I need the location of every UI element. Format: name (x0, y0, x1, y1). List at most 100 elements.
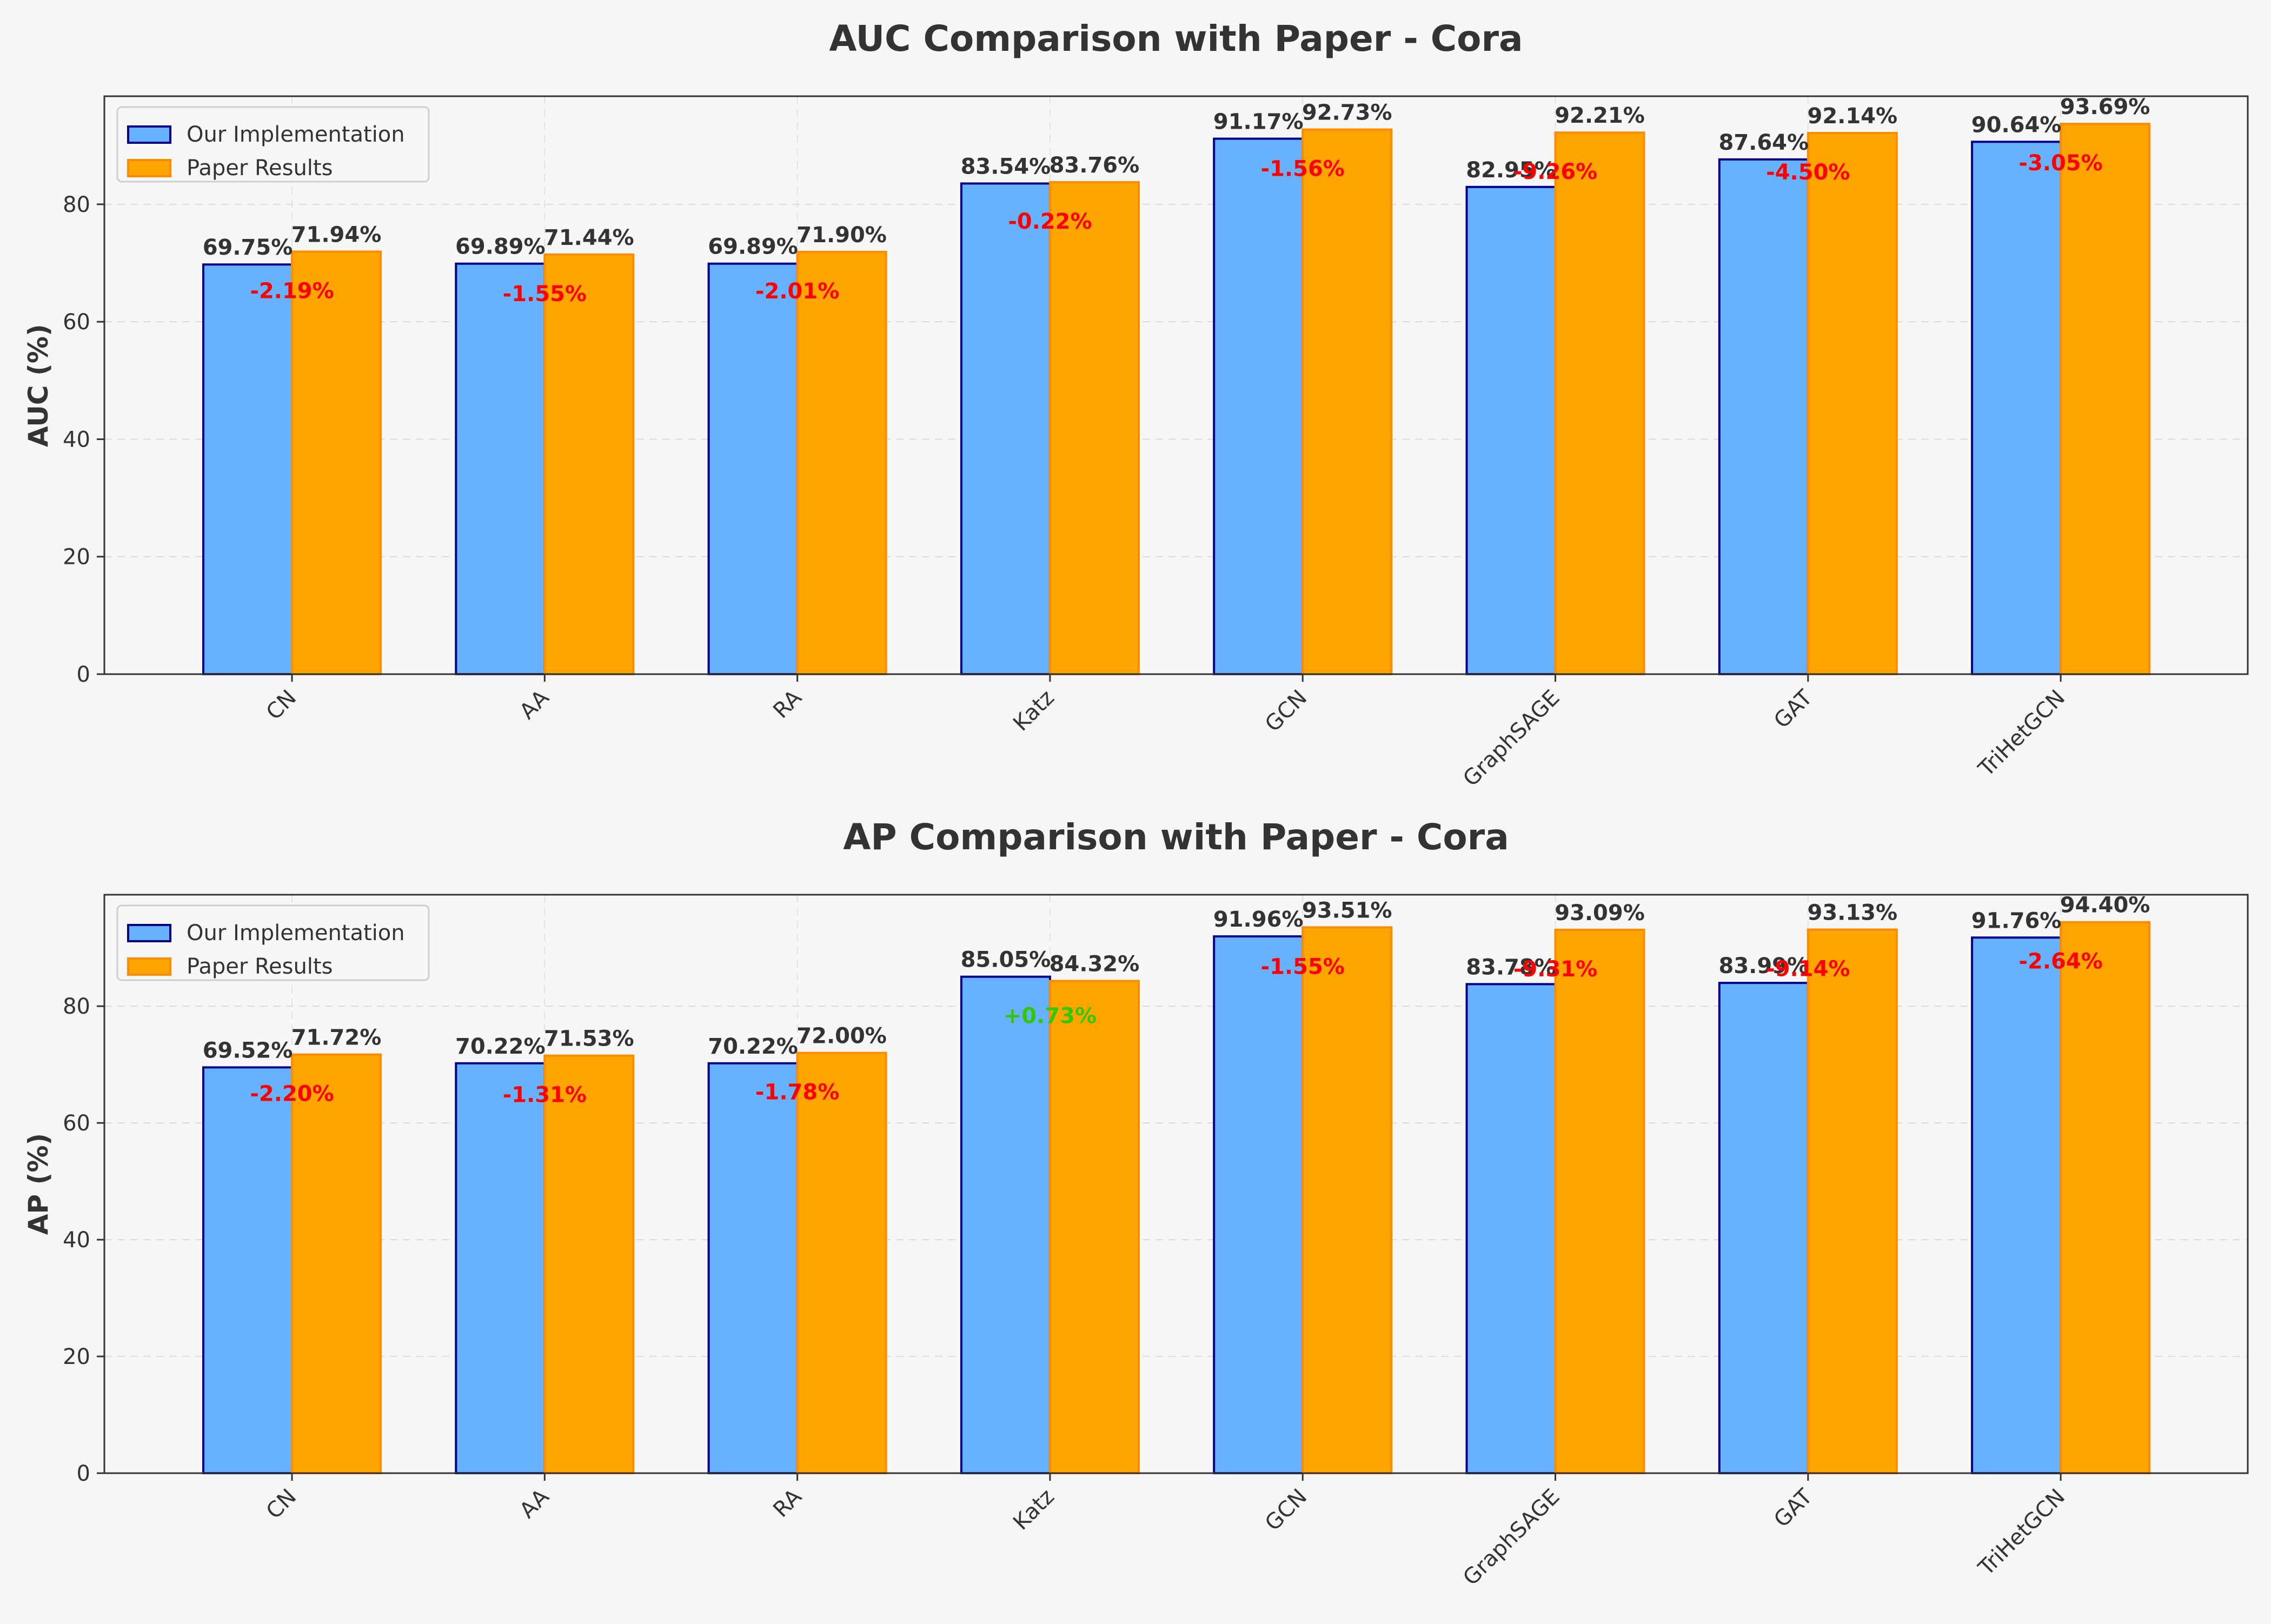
chart2-title: AP Comparison with Paper - Cora (843, 816, 1509, 858)
chart2-y-tick-label: 60 (63, 1111, 90, 1136)
chart1-x-tick-label: GraphSAGE (1458, 685, 1564, 791)
chart1-bar-paper (1301, 128, 1393, 676)
chart2-data-label-ours: 70.22% (708, 1034, 798, 1059)
chart2-bar-ours (202, 1066, 293, 1474)
chart1-axes-frame (103, 95, 2249, 675)
chart1-bar-ours (707, 262, 799, 675)
chart2-x-tick-label: GraphSAGE (1458, 1485, 1564, 1590)
chart2-x-tick-label: GCN (1260, 1485, 1312, 1536)
chart2-bar-paper (796, 1051, 887, 1474)
chart2-legend-label-paper: Paper Results (187, 954, 333, 979)
chart2-data-label-ours: 70.22% (455, 1034, 546, 1059)
chart2-y-tick-label: 80 (63, 994, 90, 1019)
chart1-data-label-ours: 82.95% (1466, 158, 1556, 183)
chart2-bar-ours (707, 1062, 799, 1474)
chart1-data-label-paper: 71.44% (544, 225, 634, 250)
chart1-x-tick-label: CN (262, 685, 301, 725)
chart1-data-label-paper: 92.73% (1302, 101, 1392, 125)
chart1-data-label-ours: 69.75% (203, 235, 293, 260)
chart1-bar-paper (796, 250, 887, 676)
chart1-bar-paper (291, 250, 382, 675)
chart1-x-tick-label: GCN (1260, 685, 1312, 737)
chart2-plot-area (104, 895, 2248, 1473)
chart1-data-label-ours: 69.89% (455, 235, 546, 259)
chart1-x-tick-label: RA (768, 685, 807, 723)
chart2-bar-paper (1554, 928, 1645, 1474)
chart2-difference-label: +0.73% (1004, 1004, 1097, 1029)
chart1-data-label-paper: 93.69% (2060, 95, 2150, 119)
chart1-difference-label: -2.01% (755, 279, 839, 304)
chart2-bar-paper (1807, 928, 1898, 1474)
chart2-bar-ours (1971, 936, 2062, 1474)
chart1-difference-label: -1.56% (1261, 157, 1345, 182)
chart1-bar-ours (1213, 137, 1304, 676)
chart2-data-label-paper: 93.09% (1555, 901, 1645, 926)
chart1-data-label-ours: 87.64% (1718, 130, 1809, 155)
chart1-difference-label: -1.55% (503, 282, 587, 307)
chart2-data-label-ours: 83.78% (1466, 955, 1556, 980)
chart2-data-label-paper: 71.53% (544, 1027, 634, 1051)
chart1-y-tick-label: 80 (63, 192, 90, 217)
chart2-data-label-ours: 85.05% (961, 948, 1051, 973)
chart1-data-label-ours: 83.54% (961, 154, 1051, 179)
chart2-data-label-paper: 93.13% (1807, 900, 1897, 925)
chart2-y-tick-label: 0 (77, 1461, 90, 1486)
chart1-x-tick-label: Katz (1008, 685, 1059, 736)
chart1-bar-ours (455, 262, 546, 675)
chart1-difference-label: -3.05% (2018, 151, 2102, 176)
chart1-difference-label: -0.22% (1008, 209, 1092, 234)
chart1-bar-ours (1465, 185, 1557, 676)
chart1-bar-ours (960, 182, 1051, 675)
chart1-data-label-paper: 71.94% (291, 222, 382, 247)
chart1-data-label-paper: 92.21% (1555, 103, 1645, 128)
chart1-bar-paper (1554, 131, 1645, 675)
chart2-y-tick-label: 40 (63, 1228, 90, 1253)
chart2-data-label-paper: 71.72% (291, 1026, 382, 1050)
chart2-bar-paper (1048, 980, 1140, 1475)
chart2-x-tick-label: CN (262, 1485, 301, 1524)
chart1-bar-paper (2060, 123, 2151, 676)
chart2-x-tick-label: Katz (1008, 1485, 1059, 1535)
chart2-difference-label: -1.55% (1261, 954, 1345, 979)
chart2-data-label-ours: 69.52% (203, 1038, 293, 1063)
chart2-y-tick-label: 20 (63, 1345, 90, 1369)
chart2-data-label-ours: 91.76% (1971, 908, 2062, 933)
chart1-bar-ours (202, 263, 293, 675)
chart2-legend-label-ours: Our Implementation (187, 921, 405, 946)
chart1-data-label-paper: 71.90% (796, 223, 887, 248)
chart1-title: AUC Comparison with Paper - Cora (829, 18, 1523, 59)
chart1-bar-ours (1971, 141, 2062, 676)
chart2-difference-label: -9.31% (1513, 957, 1597, 982)
chart1-x-tick-label: GAT (1769, 685, 1817, 733)
chart2-bar-paper (291, 1053, 382, 1474)
chart2-bar-ours (960, 975, 1051, 1474)
chart2-data-label-paper: 93.51% (1302, 898, 1392, 923)
chart2-bar-paper (2060, 921, 2151, 1474)
chart1-data-label-ours: 91.17% (1213, 110, 1304, 135)
chart2-axes-frame (103, 894, 2249, 1474)
chart2-difference-label: -9.14% (1766, 956, 1850, 981)
chart2-bar-paper (543, 1054, 635, 1474)
chart1-data-label-paper: 83.76% (1050, 153, 1140, 178)
chart1-data-label-ours: 90.64% (1971, 112, 2062, 137)
chart2-bar-paper (1301, 926, 1393, 1474)
chart2-legend-box (116, 904, 430, 981)
chart1-legend-label-ours: Our Implementation (187, 122, 405, 147)
chart2-bar-ours (455, 1062, 546, 1474)
chart2-data-label-paper: 94.40% (2060, 893, 2150, 918)
chart1-bar-paper (1048, 181, 1140, 676)
chart1-y-tick-label: 0 (77, 662, 90, 687)
chart2-y-axis-label: AP (%) (23, 1133, 54, 1235)
chart1-y-tick-label: 40 (63, 427, 90, 452)
chart2-x-tick-label: RA (768, 1484, 807, 1522)
chart2-difference-label: -2.20% (250, 1082, 334, 1107)
chart1-difference-label: -2.19% (250, 278, 334, 303)
chart1-legend-box (116, 106, 430, 183)
chart1-legend-swatch-paper (127, 159, 171, 177)
chart1-bar-ours (1718, 158, 1809, 675)
chart1-legend-label-paper: Paper Results (187, 156, 333, 181)
chart2-legend-swatch-ours (127, 924, 171, 942)
chart1-bar-paper (1807, 132, 1898, 676)
chart1-bar-paper (543, 253, 635, 675)
chart2-x-tick-label: GAT (1769, 1484, 1817, 1532)
